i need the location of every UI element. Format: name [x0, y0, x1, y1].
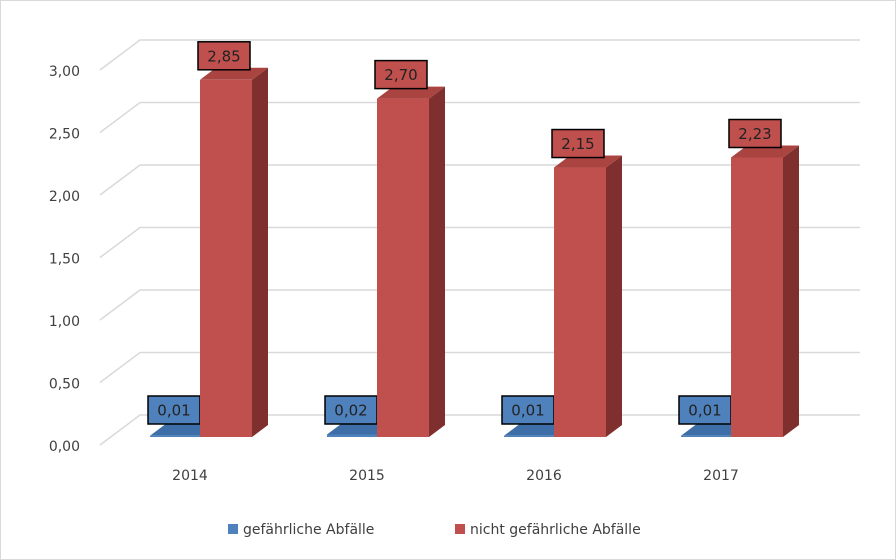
legend-swatch [455, 524, 465, 534]
bar-front [150, 435, 202, 437]
bar-front [681, 435, 733, 437]
grid-line [99, 101, 860, 134]
bar [554, 155, 622, 438]
data-label: 0,01 [511, 402, 544, 420]
legend-swatch [228, 524, 238, 534]
data-label-box [501, 395, 555, 425]
x-tick-label: 2014 [172, 468, 208, 484]
x-tick-label: 2015 [349, 468, 385, 484]
bar-side [606, 155, 622, 438]
y-tick-label: 2,50 [49, 127, 80, 143]
bar-front [377, 98, 429, 437]
bar-top [731, 145, 799, 158]
bar-side [783, 145, 799, 438]
y-tick-label: 0,50 [49, 377, 80, 393]
bar-front [554, 167, 606, 438]
bar-side [252, 67, 268, 438]
bar-front [200, 79, 252, 438]
data-label: 0,01 [688, 402, 721, 420]
bar-front [327, 434, 379, 437]
bar-top [200, 67, 268, 80]
bar [731, 145, 799, 438]
data-label-box [551, 128, 605, 159]
data-label: 2,23 [738, 125, 771, 143]
y-tick-label: 2,00 [49, 189, 80, 205]
data-label: 2,15 [561, 135, 594, 153]
x-tick-label: 2017 [703, 468, 739, 484]
y-tick-label: 1,50 [49, 252, 80, 268]
legend-label: nicht gefährliche Abfälle [470, 522, 641, 538]
data-label-box [147, 395, 201, 425]
bar-side [429, 86, 445, 437]
data-label-box [678, 395, 732, 425]
bar-top [377, 86, 445, 99]
data-label-box [324, 395, 378, 425]
data-label: 0,01 [157, 402, 190, 420]
y-tick-label: 0,00 [49, 439, 80, 455]
grid-line [99, 39, 860, 71]
bar [377, 86, 445, 437]
data-label-box [374, 59, 428, 90]
data-label: 2,85 [207, 47, 240, 65]
bar [200, 67, 268, 438]
bar-top [554, 155, 622, 168]
data-label-box [197, 41, 251, 71]
y-tick-label: 1,00 [49, 314, 80, 330]
bar-front [504, 435, 556, 437]
y-tick-label: 3,00 [49, 64, 80, 80]
data-label: 0,02 [334, 402, 367, 420]
data-label-box [728, 118, 782, 149]
bar-front [731, 157, 783, 438]
x-tick-label: 2016 [526, 468, 562, 484]
legend-label: gefährliche Abfälle [243, 522, 374, 538]
data-label: 2,70 [384, 66, 417, 84]
